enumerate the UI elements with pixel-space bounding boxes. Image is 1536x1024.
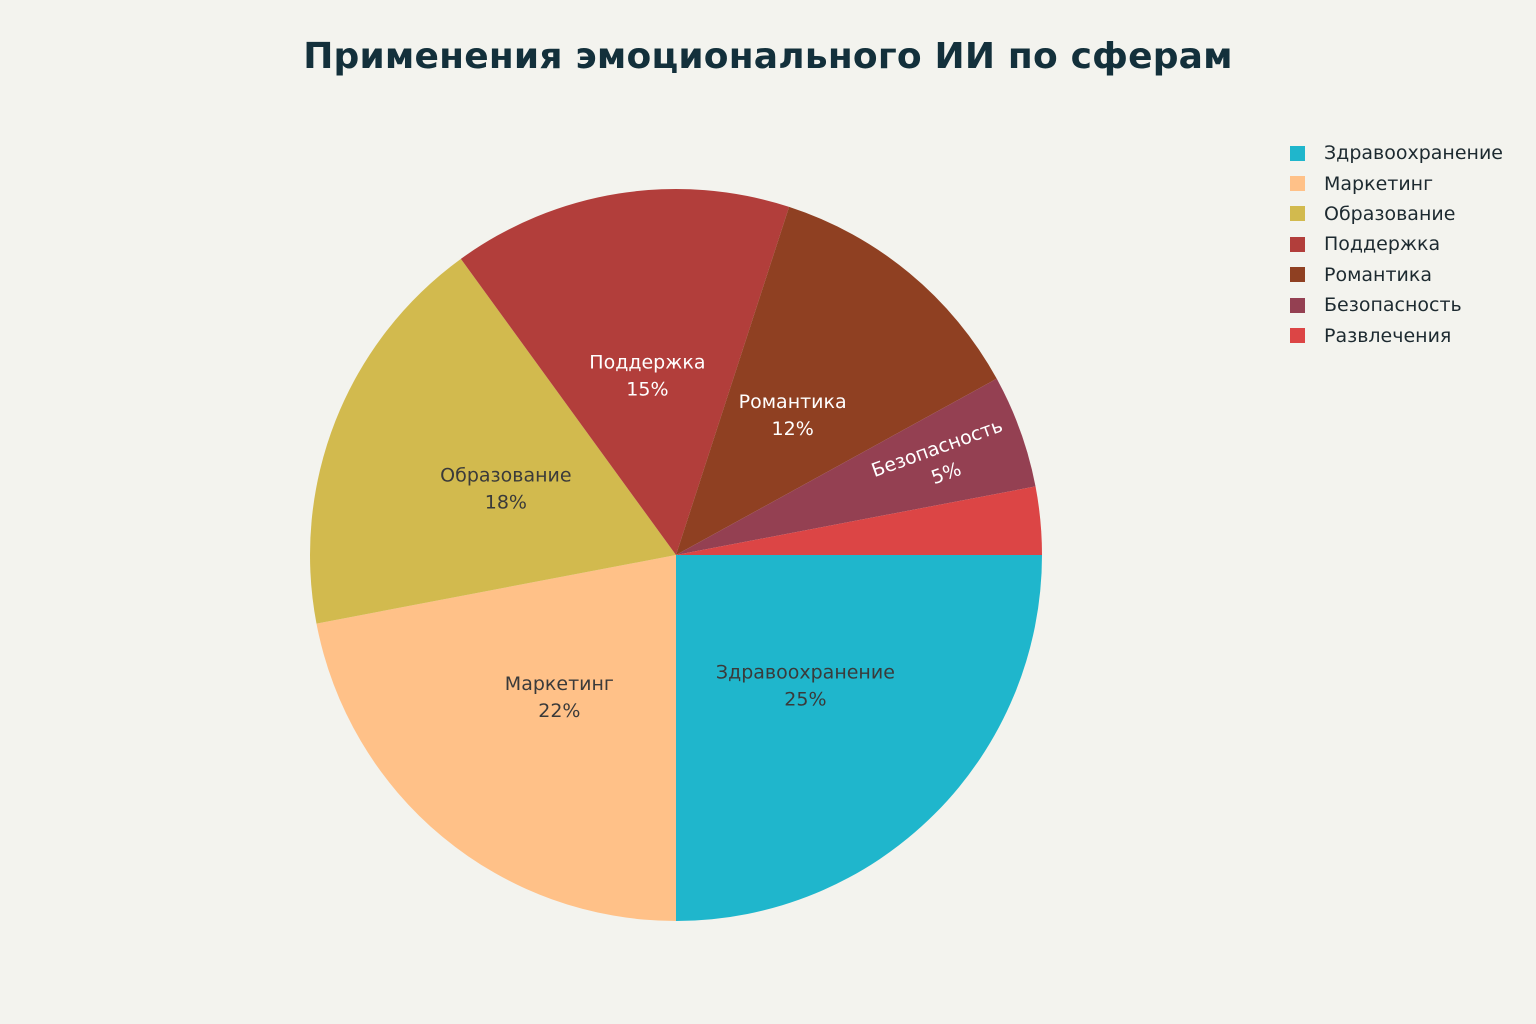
slice-label-1: Здравоохранение 25%	[716, 661, 895, 710]
slice-label-3: Образование 18%	[440, 465, 571, 514]
pie-slice-3	[310, 258, 676, 624]
legend-item-2[interactable]: Маркетинг	[1290, 168, 1503, 198]
legend-item-3[interactable]: Образование	[1290, 199, 1503, 229]
legend-label: Маркетинг	[1324, 172, 1434, 195]
legend-swatch	[1290, 145, 1305, 161]
pie-slice-1	[676, 555, 1042, 921]
slice-label-value: 12%	[772, 418, 814, 440]
slice-label-value: 22%	[538, 700, 580, 722]
pie-slice-4	[460, 189, 790, 555]
slice-label-category: Романтика	[739, 391, 847, 413]
slice-label-category: Маркетинг	[505, 673, 614, 695]
legend-label: Безопасность	[1324, 294, 1462, 317]
legend-item-1[interactable]: Здравоохранение	[1290, 138, 1503, 168]
legend-label: Романтика	[1324, 263, 1433, 286]
slice-label-2: Маркетинг 22%	[505, 673, 614, 722]
slice-label-value: 15%	[626, 378, 668, 400]
legend-item-7[interactable]: Развлечения	[1290, 320, 1503, 350]
pie-slice-7	[676, 486, 1042, 555]
legend-item-5[interactable]: Романтика	[1290, 260, 1503, 290]
slice-label-category: Здравоохранение	[716, 661, 895, 683]
legend-swatch	[1290, 206, 1305, 222]
slice-label-4: Поддержка 15%	[589, 351, 705, 400]
legend-label: Здравоохранение	[1324, 142, 1503, 165]
slice-label-value: 18%	[485, 492, 527, 514]
pie-slice-5	[676, 206, 997, 555]
slice-label-category: Поддержка	[589, 351, 705, 373]
legend-item-4[interactable]: Поддержка	[1290, 229, 1503, 259]
slice-label-5: Романтика 12%	[739, 391, 847, 440]
legend-swatch	[1290, 236, 1305, 252]
legend-item-6[interactable]: Безопасность	[1290, 290, 1503, 320]
legend-label: Поддержка	[1324, 233, 1441, 256]
legend-swatch	[1290, 267, 1305, 283]
slice-label-value: 25%	[784, 688, 826, 710]
pie-slices	[310, 189, 1042, 921]
legend: Здравоохранение Маркетинг Образование Подде…	[1290, 138, 1503, 351]
legend-swatch	[1290, 328, 1305, 344]
legend-swatch	[1290, 297, 1305, 313]
legend-swatch	[1290, 176, 1305, 192]
legend-label: Развлечения	[1324, 324, 1452, 347]
chart-title: Применения эмоционального ИИ по сферам	[303, 36, 1233, 77]
legend-label: Образование	[1324, 202, 1456, 225]
pie-slice-6	[676, 378, 1036, 555]
pie-slice-2	[316, 555, 676, 921]
slice-label-category: Образование	[440, 465, 571, 487]
